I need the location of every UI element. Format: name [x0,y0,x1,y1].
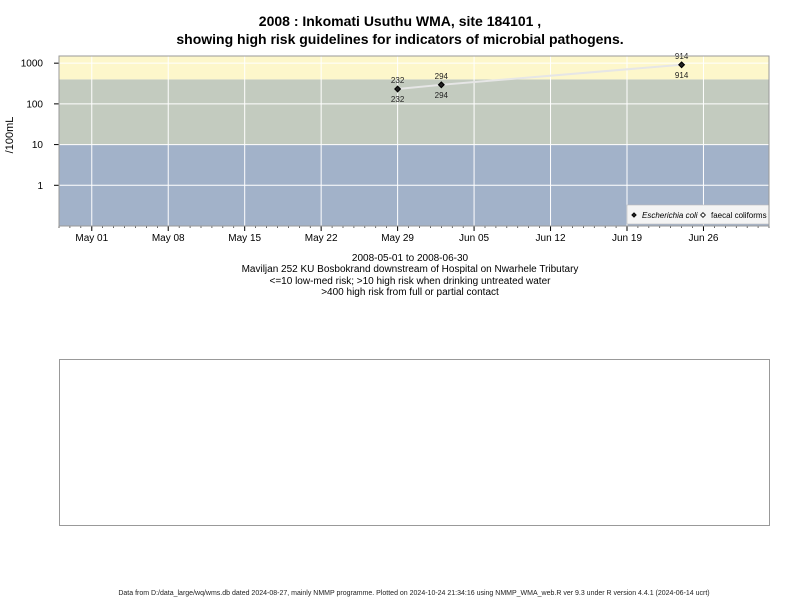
x-tick-label: Jun 26 [688,233,718,244]
x-tick-label: Jun 12 [536,233,566,244]
x-tick-label: May 22 [305,233,338,244]
legend-marker-e-coli [631,212,637,218]
chart-subtitle: showing high risk guidelines for indicat… [176,31,624,47]
x-axis-caption-date-range: 2008-05-01 to 2008-06-30 [351,253,469,264]
x-tick-label: May 08 [152,233,185,244]
y-tick-label: 1 [37,181,43,192]
data-label-faecal-coliforms: 232 [391,95,405,104]
legend-marker-faecal-coliforms [700,212,706,218]
risk-band-1 [59,79,769,145]
data-label-faecal-coliforms: 914 [675,71,689,80]
data-label-e-coli: 294 [435,72,449,81]
data-point-e-coli [394,85,401,93]
x-tick-label: Jun 05 [459,233,489,244]
y-tick-label: 100 [26,99,43,110]
legend-label-e-coli: Escherichia coli [642,211,698,220]
data-point-e-coli [678,61,685,68]
x-tick-label: May 15 [228,233,261,244]
y-tick-label: 1000 [21,59,44,70]
x-tick-label: May 01 [75,233,108,244]
x-tick-label: Jun 19 [612,233,642,244]
risk-band-2 [59,56,769,80]
empty-secondary-panel [59,359,770,526]
chart-title: 2008 : Inkomati Usuthu WMA, site 184101 … [258,13,542,29]
plot-frame [58,55,770,227]
data-label-faecal-coliforms: 294 [435,91,449,100]
data-source-footer: Data from D:/data_large/wq/wms.db dated … [118,590,710,597]
x-axis-caption-site: Maviljan 252 KU Bosbokrand downstream of… [241,264,579,275]
x-tick-label: May 29 [381,233,414,244]
x-axis-caption-drinking-guideline: <=10 low-med risk; >10 high risk when dr… [269,276,551,287]
y-axis-label: /100mL [4,117,16,154]
x-axis-caption-contact-guideline: >400 high risk from full or partial cont… [321,287,499,298]
y-tick-label: 10 [32,140,44,151]
data-label-e-coli: 232 [391,76,405,85]
legend-label-faecal-coliforms: faecal coliforms [711,211,767,220]
data-point-e-coli [438,81,445,88]
